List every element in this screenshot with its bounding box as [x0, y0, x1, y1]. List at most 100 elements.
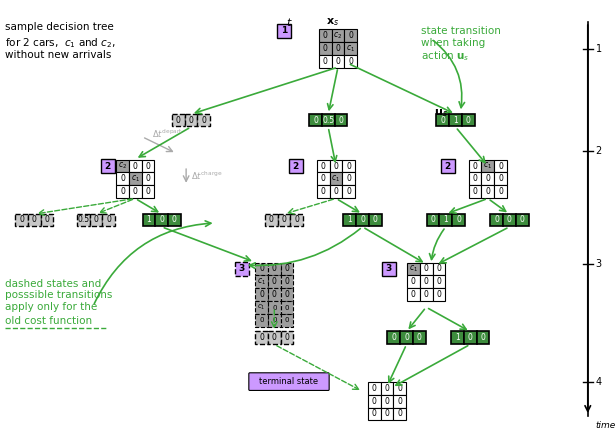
Text: 0: 0: [411, 277, 416, 286]
Text: 0: 0: [107, 215, 111, 225]
Text: $c_1$: $c_1$: [131, 173, 140, 184]
Text: 0: 0: [424, 290, 429, 299]
Text: 0: 0: [466, 116, 471, 124]
Bar: [268, 263, 281, 276]
Text: sample decision tree: sample decision tree: [5, 22, 113, 32]
Bar: [28, 214, 41, 226]
Bar: [432, 263, 445, 276]
Text: 0: 0: [285, 333, 290, 342]
Bar: [102, 214, 115, 226]
Text: 0: 0: [485, 187, 490, 196]
Bar: [482, 185, 494, 198]
Text: 0: 0: [294, 215, 299, 225]
Bar: [462, 114, 475, 127]
Text: 0: 0: [120, 187, 125, 196]
Text: 0: 0: [372, 384, 376, 393]
Text: for 2 cars,  $c_1$ and $c_2$,: for 2 cars, $c_1$ and $c_2$,: [5, 36, 116, 49]
Bar: [77, 214, 90, 226]
Text: 0: 0: [346, 174, 351, 184]
Text: old cost function: old cost function: [5, 316, 92, 326]
Text: 0: 0: [480, 333, 485, 342]
Text: 1: 1: [453, 116, 458, 124]
Bar: [342, 173, 355, 185]
Bar: [432, 288, 445, 301]
Text: 1: 1: [147, 215, 152, 225]
Bar: [281, 331, 293, 344]
Bar: [129, 185, 142, 198]
Bar: [343, 214, 356, 226]
Bar: [449, 114, 462, 127]
Text: $t$: $t$: [286, 16, 293, 28]
Text: $\Delta t^{\mathrm{charge}}$: $\Delta t^{\mathrm{charge}}$: [191, 170, 223, 182]
Bar: [255, 276, 268, 288]
Bar: [413, 331, 426, 344]
Bar: [494, 185, 507, 198]
Text: 0: 0: [282, 215, 286, 225]
Bar: [317, 173, 330, 185]
Bar: [494, 160, 507, 173]
Text: 0: 0: [188, 116, 193, 124]
Bar: [255, 301, 268, 314]
Bar: [381, 382, 394, 395]
Bar: [235, 262, 249, 276]
Bar: [331, 42, 344, 55]
Text: 0: 0: [424, 277, 429, 286]
Text: 0: 0: [269, 215, 274, 225]
Bar: [469, 160, 482, 173]
Bar: [317, 185, 330, 198]
Text: 2: 2: [105, 162, 111, 170]
Bar: [185, 114, 197, 127]
Text: 2: 2: [293, 162, 299, 170]
Text: 0: 0: [384, 410, 389, 418]
Bar: [129, 173, 142, 185]
Bar: [432, 276, 445, 288]
Bar: [394, 382, 406, 395]
Bar: [15, 214, 28, 226]
Bar: [319, 29, 331, 42]
Text: 0: 0: [321, 187, 326, 196]
Bar: [268, 314, 281, 327]
Bar: [330, 160, 342, 173]
Text: 0: 0: [397, 410, 402, 418]
Text: 0: 0: [360, 215, 365, 225]
Bar: [330, 185, 342, 198]
FancyBboxPatch shape: [249, 373, 329, 390]
Bar: [319, 55, 331, 67]
Text: 1: 1: [596, 43, 602, 53]
Text: 0: 0: [397, 384, 402, 393]
Text: without new arrivals: without new arrivals: [5, 49, 111, 60]
Text: 0: 0: [436, 290, 441, 299]
Text: 0: 0: [431, 215, 436, 225]
Text: 0: 0: [346, 187, 351, 196]
Text: 0: 0: [498, 187, 503, 196]
Bar: [516, 214, 529, 226]
Bar: [394, 408, 406, 420]
Bar: [255, 331, 268, 344]
Text: 0: 0: [272, 318, 277, 323]
Text: 0.5: 0.5: [77, 215, 89, 225]
Text: 0: 0: [372, 410, 376, 418]
Text: 0: 0: [272, 277, 277, 286]
Text: state transition
when taking
action $\mathbf{u}_s$: state transition when taking action $\ma…: [421, 26, 501, 64]
Text: 2: 2: [596, 146, 602, 156]
Text: 0: 0: [384, 384, 389, 393]
Bar: [387, 331, 400, 344]
Bar: [477, 331, 489, 344]
Bar: [490, 214, 503, 226]
Text: $\mathbf{x}_s$: $\mathbf{x}_s$: [326, 16, 339, 28]
Text: 0: 0: [259, 318, 264, 323]
Bar: [319, 42, 331, 55]
Text: 4: 4: [596, 377, 602, 387]
Text: dashed states and
posssible transitions
apply only for the: dashed states and posssible transitions …: [5, 279, 112, 312]
Text: 0: 0: [472, 162, 477, 170]
Text: 0: 0: [336, 44, 341, 53]
Text: 0: 0: [436, 277, 441, 286]
Text: $c_1$: $c_1$: [484, 161, 492, 171]
Bar: [116, 173, 129, 185]
Text: 0: 0: [321, 174, 326, 184]
Text: 0: 0: [259, 290, 264, 299]
Bar: [356, 214, 369, 226]
Bar: [334, 114, 347, 127]
Bar: [281, 276, 293, 288]
Bar: [291, 214, 303, 226]
